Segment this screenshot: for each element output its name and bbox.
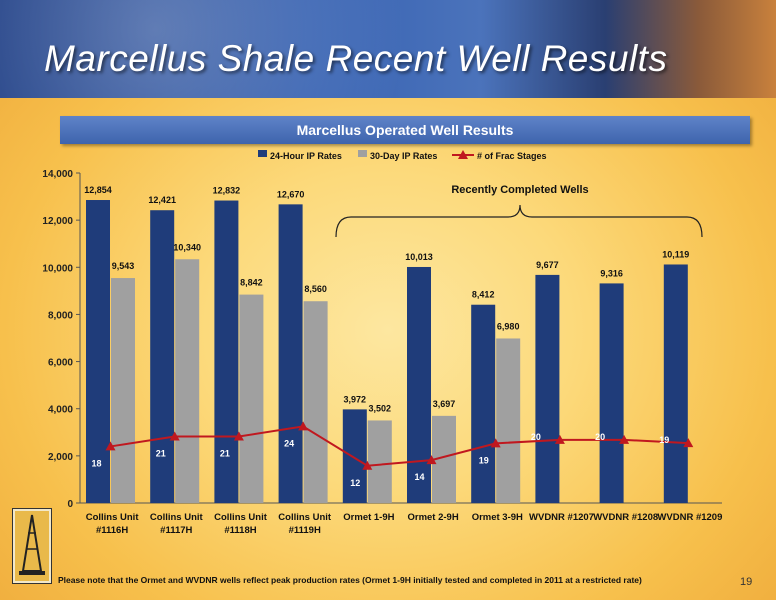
bar-24hr-ip-label: 8,412 bbox=[472, 290, 495, 300]
frac-stages-label: 21 bbox=[220, 449, 230, 459]
bar-30day-ip-label: 6,980 bbox=[497, 321, 520, 331]
bar-24hr-ip bbox=[535, 274, 560, 503]
bar-24hr-ip bbox=[214, 200, 239, 503]
bar-30day-ip bbox=[175, 259, 200, 503]
company-logo bbox=[12, 508, 52, 584]
bar-24hr-ip-label: 10,013 bbox=[405, 252, 433, 262]
bar-30day-ip-label: 3,502 bbox=[369, 403, 392, 413]
annotation-label: Recently Completed Wells bbox=[451, 184, 588, 196]
bar-24hr-ip-label: 9,677 bbox=[536, 260, 559, 270]
bar-30day-ip bbox=[496, 338, 521, 503]
y-tick-label: 4,000 bbox=[48, 405, 73, 416]
bar-30day-ip bbox=[239, 294, 264, 503]
bar-24hr-ip bbox=[663, 264, 688, 503]
frac-stages-marker bbox=[105, 441, 116, 451]
x-tick-label: #1119H bbox=[289, 525, 321, 536]
y-tick-label: 0 bbox=[67, 499, 73, 510]
frac-stages-label: 19 bbox=[659, 435, 669, 445]
slide-title: Marcellus Shale Recent Well Results bbox=[44, 38, 668, 79]
legend-label: # of Frac Stages bbox=[477, 151, 547, 161]
header-sheen bbox=[0, 0, 776, 98]
frac-stages-marker bbox=[233, 431, 244, 441]
header-band bbox=[0, 0, 776, 98]
bar-30day-ip bbox=[303, 301, 328, 503]
x-tick-label: Ormet 3-9H bbox=[472, 512, 523, 523]
oil-derrick-icon bbox=[15, 511, 49, 581]
legend-swatch bbox=[358, 150, 367, 157]
footnote: Please note that the Ormet and WVDNR wel… bbox=[58, 575, 642, 585]
frac-stages-label: 12 bbox=[350, 478, 360, 488]
bar-24hr-ip bbox=[407, 266, 431, 503]
bar-30day-ip-label: 8,842 bbox=[240, 278, 263, 288]
bar-30day-ip-label: 3,697 bbox=[433, 399, 456, 409]
legend-label: 30-Day IP Rates bbox=[370, 151, 437, 161]
frac-stages-marker bbox=[169, 431, 180, 441]
bar-24hr-ip bbox=[150, 210, 175, 503]
bar-24hr-ip-label: 9,316 bbox=[600, 268, 623, 278]
bar-24hr-ip-label: 12,421 bbox=[148, 195, 176, 205]
recent-wells-bracket bbox=[335, 204, 703, 238]
x-tick-label: WVDNR #1207 bbox=[529, 512, 594, 523]
legend-swatch bbox=[258, 150, 267, 157]
frac-stages-marker bbox=[490, 438, 501, 448]
frac-stages-label: 20 bbox=[595, 432, 605, 442]
x-tick-label: #1117H bbox=[160, 525, 192, 536]
bar-24hr-ip-label: 12,832 bbox=[213, 186, 241, 196]
bar-30day-ip bbox=[111, 278, 135, 503]
x-tick-label: Collins Unit bbox=[278, 512, 332, 523]
bar-24hr-ip-label: 12,670 bbox=[277, 189, 305, 199]
bar-30day-ip-label: 10,340 bbox=[173, 242, 201, 252]
y-tick-label: 14,000 bbox=[42, 169, 73, 180]
x-tick-label: #1116H bbox=[96, 525, 128, 536]
legend-label: 24-Hour IP Rates bbox=[270, 151, 342, 161]
bar-24hr-ip-label: 3,972 bbox=[344, 394, 367, 404]
bar-24hr-ip-label: 10,119 bbox=[662, 249, 689, 259]
frac-stages-line bbox=[110, 425, 689, 467]
x-tick-label: Ormet 1-9H bbox=[343, 512, 394, 523]
y-tick-label: 6,000 bbox=[48, 358, 73, 369]
bar-30day-ip-label: 9,543 bbox=[112, 261, 135, 271]
page-number: 19 bbox=[740, 576, 753, 588]
frac-stages-marker bbox=[426, 455, 437, 465]
frac-stages-marker bbox=[362, 460, 373, 470]
chart-banner: Marcellus Operated Well Results bbox=[60, 116, 750, 144]
y-tick-label: 2,000 bbox=[48, 452, 73, 463]
bar-30day-ip-label: 8,560 bbox=[304, 284, 327, 294]
x-tick-label: #1118H bbox=[224, 525, 256, 536]
frac-stages-marker bbox=[619, 434, 630, 444]
x-tick-label: Collins Unit bbox=[150, 512, 204, 523]
bar-24hr-ip-label: 12,854 bbox=[84, 185, 112, 195]
x-tick-label: Collins Unit bbox=[86, 512, 140, 523]
y-tick-label: 10,000 bbox=[42, 263, 73, 274]
frac-stages-label: 19 bbox=[479, 455, 489, 465]
x-tick-label: WVDNR #1208 bbox=[593, 512, 658, 523]
bar-24hr-ip bbox=[342, 409, 367, 503]
y-tick-label: 8,000 bbox=[48, 310, 73, 321]
x-tick-label: Ormet 2-9H bbox=[407, 512, 458, 523]
bar-24hr-ip bbox=[471, 304, 496, 503]
frac-stages-marker bbox=[554, 434, 565, 444]
y-tick-label: 12,000 bbox=[42, 216, 73, 227]
bar-24hr-ip bbox=[86, 200, 110, 503]
frac-stages-marker bbox=[298, 421, 309, 431]
frac-stages-label: 21 bbox=[156, 449, 166, 459]
frac-stages-label: 20 bbox=[531, 432, 541, 442]
bar-24hr-ip bbox=[599, 283, 624, 503]
x-tick-label: Collins Unit bbox=[214, 512, 268, 523]
legend-marker-swatch bbox=[458, 150, 468, 159]
bar-30day-ip bbox=[367, 420, 392, 503]
frac-stages-marker bbox=[683, 438, 694, 448]
frac-stages-label: 24 bbox=[284, 438, 294, 448]
frac-stages-label: 18 bbox=[91, 458, 101, 468]
x-tick-label: WVDNR #1209 bbox=[657, 512, 722, 523]
frac-stages-label: 14 bbox=[414, 472, 424, 482]
bar-24hr-ip bbox=[278, 204, 303, 503]
